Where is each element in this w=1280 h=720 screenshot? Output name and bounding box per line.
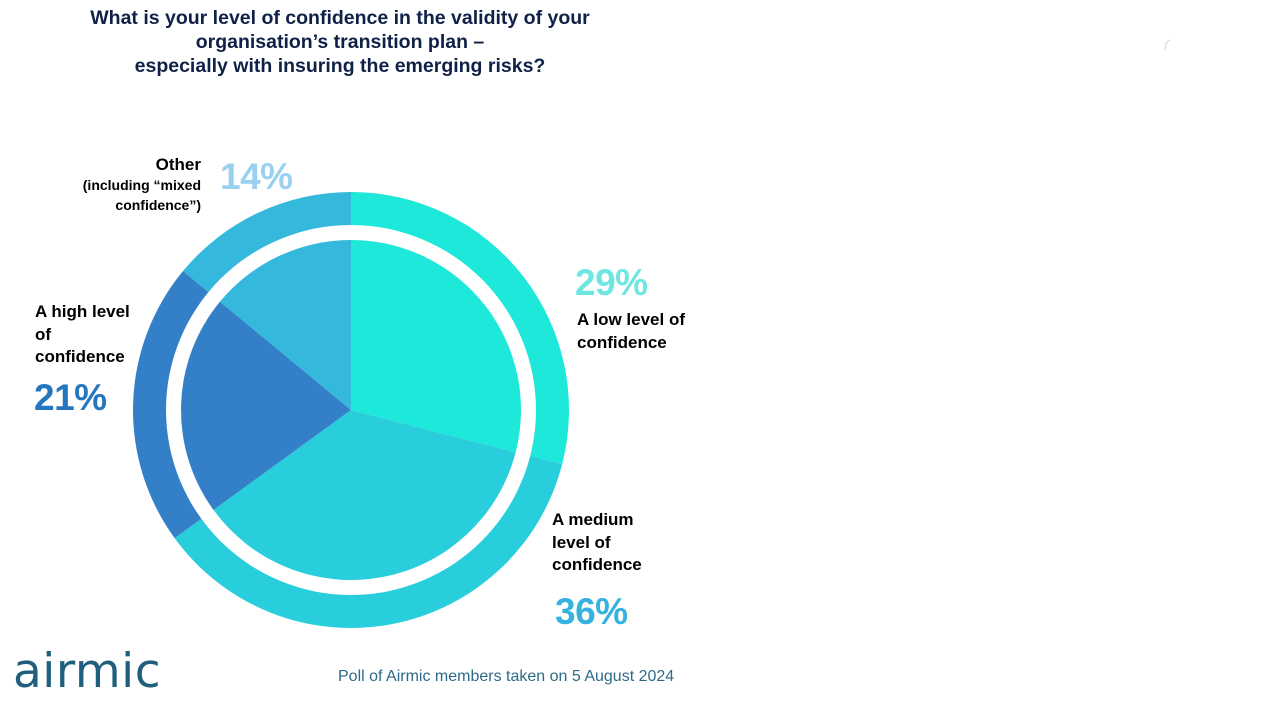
pie-slice-low	[351, 240, 522, 453]
value-medium: 36%	[555, 591, 628, 632]
label-medium-name: A medium level of confidence	[552, 510, 642, 574]
pie-slice-high	[181, 301, 351, 510]
value-high: 21%	[34, 377, 107, 418]
title-line-1: What is your level of confidence in the …	[90, 7, 590, 29]
title-line-3: especially with insuring the emerging ri…	[134, 55, 546, 77]
label-other: Other (including “mixed confidence”)	[60, 154, 201, 215]
label-high: A high level of confidence	[35, 301, 145, 369]
label-low: A low level of confidence	[577, 309, 717, 354]
title-line-2: organisation’s transition plan –	[195, 31, 485, 53]
airmic-logo: airmic	[13, 644, 162, 699]
pie-slice-medium	[213, 410, 516, 580]
label-medium: A medium level of confidence	[552, 509, 662, 577]
chart-title: What is your level of confidence in the …	[40, 6, 640, 78]
label-other-name: Other	[155, 155, 201, 174]
label-low-name: A low level of confidence	[577, 310, 686, 352]
label-other-detail: (including “mixed confidence”)	[82, 177, 201, 213]
value-low: 29%	[575, 262, 648, 303]
value-other: 14%	[220, 156, 293, 197]
inner-pie	[181, 240, 522, 580]
label-high-name: A high level of confidence	[35, 302, 130, 366]
decorative-mark-icon	[1164, 39, 1171, 51]
poll-footnote: Poll of Airmic members taken on 5 August…	[338, 668, 675, 685]
pie-slice-other	[220, 240, 351, 410]
